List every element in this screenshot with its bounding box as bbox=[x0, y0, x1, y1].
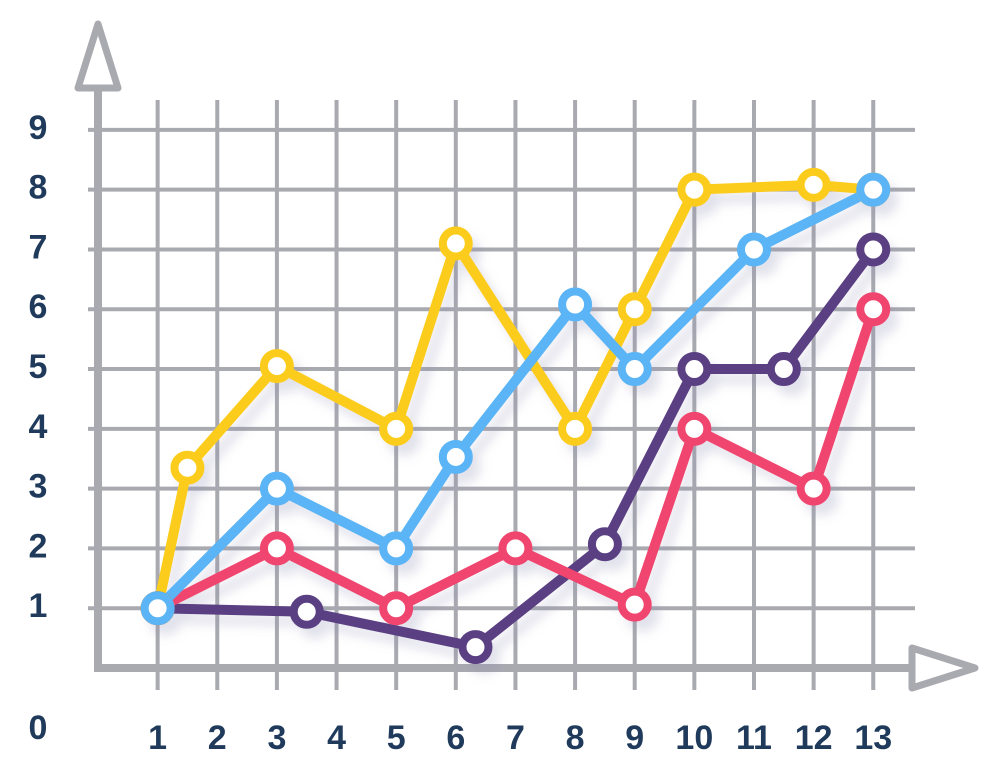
point-marker bbox=[617, 292, 652, 327]
point-marker bbox=[259, 471, 294, 506]
point-marker bbox=[856, 292, 891, 327]
point-marker bbox=[677, 172, 712, 207]
point-marker bbox=[677, 352, 712, 387]
point-marker bbox=[259, 349, 294, 384]
point-marker bbox=[498, 531, 533, 566]
point-marker bbox=[438, 226, 473, 261]
point-marker bbox=[558, 411, 593, 446]
series-line bbox=[152, 179, 879, 614]
y-tick-label: 0 bbox=[29, 709, 48, 747]
point-marker bbox=[379, 411, 414, 446]
y-tick-label: 7 bbox=[29, 228, 48, 266]
point-marker bbox=[438, 439, 473, 474]
y-tick-label: 8 bbox=[29, 169, 48, 207]
y-tick-label: 9 bbox=[29, 109, 48, 147]
x-tick-label: 10 bbox=[675, 719, 713, 757]
series-line bbox=[152, 184, 879, 614]
x-tick-label: 6 bbox=[446, 719, 465, 757]
point-marker bbox=[677, 411, 712, 446]
x-tick-label: 12 bbox=[795, 719, 833, 757]
point-marker bbox=[458, 630, 493, 665]
point-marker bbox=[289, 594, 324, 629]
y-tick-label: 6 bbox=[29, 288, 48, 326]
point-marker bbox=[796, 471, 831, 506]
y-tick-label: 2 bbox=[29, 527, 48, 565]
x-tick-label: 8 bbox=[566, 719, 585, 757]
point-marker bbox=[617, 352, 652, 387]
x-tick-label: 13 bbox=[854, 719, 892, 757]
point-marker bbox=[856, 232, 891, 267]
y-tick-label: 5 bbox=[29, 348, 48, 386]
series-group bbox=[140, 167, 891, 665]
point-marker bbox=[736, 232, 771, 267]
axes bbox=[74, 20, 979, 692]
point-marker bbox=[379, 531, 414, 566]
series-line bbox=[152, 304, 879, 614]
x-tick-label: 3 bbox=[267, 719, 286, 757]
point-marker bbox=[170, 450, 205, 485]
point-marker bbox=[796, 167, 831, 202]
point-marker bbox=[856, 172, 891, 207]
x-tick-label: 9 bbox=[625, 719, 644, 757]
x-tick-label: 11 bbox=[736, 719, 772, 757]
point-marker bbox=[558, 287, 593, 322]
y-tick-label: 4 bbox=[29, 408, 48, 446]
x-tick-label: 2 bbox=[208, 719, 227, 757]
x-axis-arrow bbox=[908, 644, 979, 692]
y-axis-arrow bbox=[74, 20, 122, 92]
y-tick-label: 1 bbox=[29, 587, 48, 625]
x-tick-label: 7 bbox=[506, 719, 525, 757]
x-tick-label: 5 bbox=[387, 719, 406, 757]
point-marker bbox=[379, 591, 414, 626]
point-marker bbox=[617, 587, 652, 622]
y-tick-label: 3 bbox=[29, 468, 48, 506]
point-marker bbox=[140, 591, 175, 626]
point-marker bbox=[259, 531, 294, 566]
x-tick-label: 1 bbox=[148, 719, 167, 757]
point-marker bbox=[766, 352, 801, 387]
point-marker bbox=[587, 527, 622, 562]
x-tick-label: 4 bbox=[327, 719, 346, 757]
